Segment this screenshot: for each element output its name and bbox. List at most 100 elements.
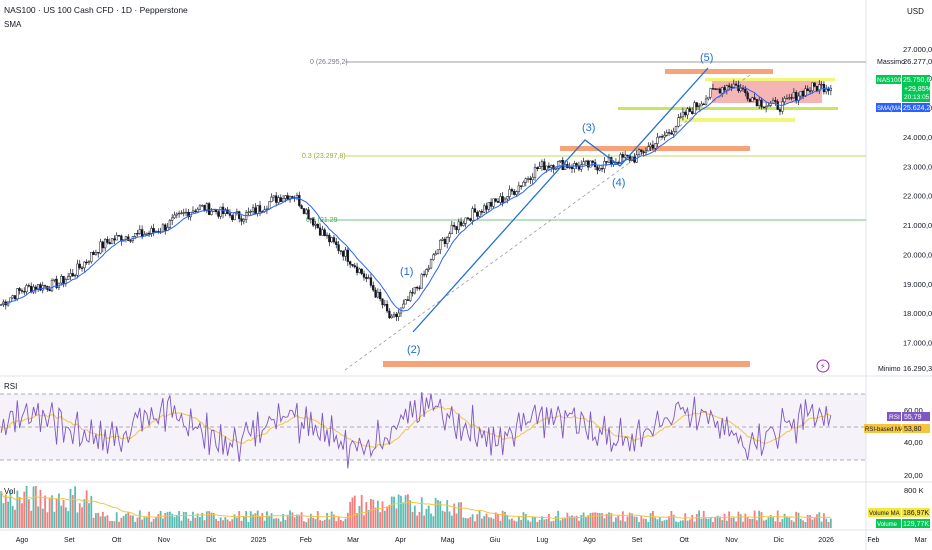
candle-body — [97, 252, 100, 254]
candle-body — [728, 85, 731, 88]
candle-body — [478, 210, 481, 217]
candle-body — [452, 224, 456, 227]
volume-bar — [97, 512, 100, 528]
volume-bar — [584, 517, 587, 528]
volume-bar — [552, 520, 555, 528]
volume-bar — [397, 494, 400, 528]
volume-bar — [700, 518, 703, 528]
volume-bar — [46, 512, 49, 528]
volume-bar — [129, 515, 132, 528]
candle-body — [760, 99, 763, 108]
candle-body — [591, 160, 594, 163]
volume-bar — [714, 517, 717, 528]
volume-bar — [321, 520, 324, 528]
volume-bar — [113, 521, 116, 528]
volume-bar — [143, 517, 146, 528]
candle-body — [792, 92, 796, 99]
volume-bar — [18, 496, 21, 528]
candle-body — [0, 304, 3, 306]
volume-bar — [813, 517, 816, 528]
volume-bar — [115, 512, 118, 528]
volume-bar — [425, 508, 428, 528]
candle-body — [251, 207, 255, 212]
volume-bar — [205, 511, 208, 528]
candle-body — [60, 275, 63, 284]
candle-body — [353, 265, 356, 268]
currency-label[interactable]: USD — [907, 7, 924, 16]
volume-bar — [39, 489, 42, 528]
volume-bar — [709, 517, 712, 528]
candle-body — [741, 88, 745, 90]
volume-bar — [598, 513, 601, 528]
candle-body — [483, 205, 486, 213]
alert-icon[interactable] — [816, 359, 830, 373]
volume-bar — [69, 489, 72, 528]
candle-body — [404, 299, 407, 305]
volume-bar — [314, 519, 317, 528]
volume-bar — [175, 515, 178, 528]
min-value: 16.290,3 — [903, 364, 932, 373]
volume-bar — [647, 522, 650, 528]
price-tick-label: 17.000,0 — [903, 339, 932, 348]
volume-bar — [376, 500, 379, 528]
volume-bar — [772, 517, 774, 528]
volume-bar — [649, 513, 652, 528]
volume-bar — [825, 518, 828, 528]
volume-bar — [455, 513, 458, 528]
candle-body — [372, 285, 375, 291]
volume-bar — [492, 518, 495, 528]
volume-bar — [749, 518, 751, 528]
volume-bar — [663, 520, 666, 528]
volume-bar — [418, 511, 421, 528]
candle-body — [718, 88, 722, 94]
volume-bar — [390, 496, 393, 528]
volume-bar — [534, 516, 536, 528]
candle-body — [496, 201, 500, 203]
volume-bar — [76, 512, 79, 528]
volume-bar — [34, 486, 37, 528]
volume-bar — [203, 520, 206, 528]
volume-bar — [719, 516, 721, 528]
candle-body — [487, 202, 490, 210]
volume-bar — [272, 518, 275, 528]
volume-bar — [443, 511, 446, 528]
candle-body — [783, 98, 786, 103]
volume-bar — [702, 510, 705, 528]
candle-body — [517, 185, 520, 192]
volume-bar — [289, 510, 291, 528]
candle-body — [36, 284, 40, 290]
candle-body — [48, 289, 51, 292]
candle-body — [651, 144, 655, 149]
volume-bar — [617, 515, 620, 528]
time-tick-label: Mar — [915, 537, 928, 544]
candle-body — [520, 185, 523, 187]
volume-bar — [640, 516, 643, 528]
volume-bar — [182, 511, 185, 528]
volume-bar — [568, 516, 571, 528]
candle-body — [99, 241, 102, 254]
candle-body — [231, 215, 234, 220]
volume-bar — [383, 510, 386, 528]
volume-bar — [374, 507, 377, 528]
volume-bar — [104, 516, 107, 528]
volume-bar — [453, 503, 456, 528]
volume-bar — [83, 499, 86, 528]
candle-body — [462, 223, 465, 226]
volume-bar — [208, 511, 211, 528]
candle-body — [344, 249, 347, 257]
volume-bar — [464, 518, 467, 528]
indicator-label[interactable]: SMA — [4, 20, 22, 29]
candle-body — [788, 97, 791, 99]
time-tick-label: Mar — [347, 537, 360, 544]
candle-body — [87, 261, 91, 263]
wave-1-label: (1) — [400, 266, 413, 278]
volume-bar — [196, 513, 199, 528]
volume-bar — [358, 505, 361, 528]
candle-body — [314, 223, 317, 226]
volume-bar — [675, 521, 677, 528]
candle-body — [702, 103, 705, 106]
chart-title[interactable]: NAS100 · US 100 Cash CFD · 1D · Pepperst… — [4, 5, 188, 15]
time-axis[interactable]: Ago Set Ott Nov Dic 2025 Feb Mar Apr Mag Giu Lug Ago… — [16, 537, 928, 544]
candle-body — [238, 211, 241, 219]
